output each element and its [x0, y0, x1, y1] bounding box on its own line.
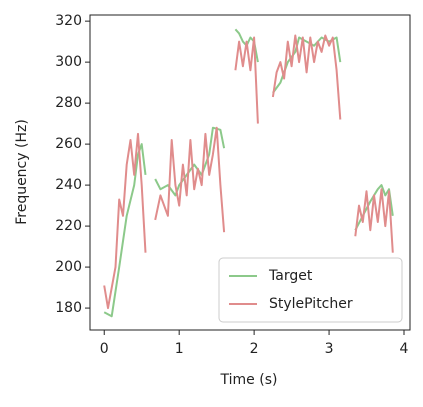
x-tick-label: 2	[250, 341, 259, 357]
y-tick-label: 180	[55, 300, 82, 316]
legend-label: Target	[268, 268, 313, 284]
y-tick-label: 300	[55, 54, 82, 70]
legend-label: StylePitcher	[269, 296, 353, 312]
legend-box	[218, 257, 403, 323]
series-line	[103, 34, 394, 310]
x-tick-label: 4	[400, 341, 409, 357]
y-axis-label: Frequency (Hz)	[14, 119, 30, 225]
x-axis-label: Time (s)	[220, 372, 278, 388]
plot-frame	[89, 14, 411, 331]
y-tick-label: 200	[55, 259, 82, 275]
y-tick-label: 280	[55, 95, 82, 111]
x-tick-label: 3	[325, 341, 334, 357]
y-tick-label: 220	[55, 218, 82, 234]
y-tick-label: 240	[55, 177, 82, 193]
y-tick-label: 260	[55, 136, 82, 152]
x-tick-label: 1	[175, 341, 184, 357]
x-tick-label: 0	[100, 341, 109, 357]
y-tick-label: 320	[55, 13, 82, 29]
